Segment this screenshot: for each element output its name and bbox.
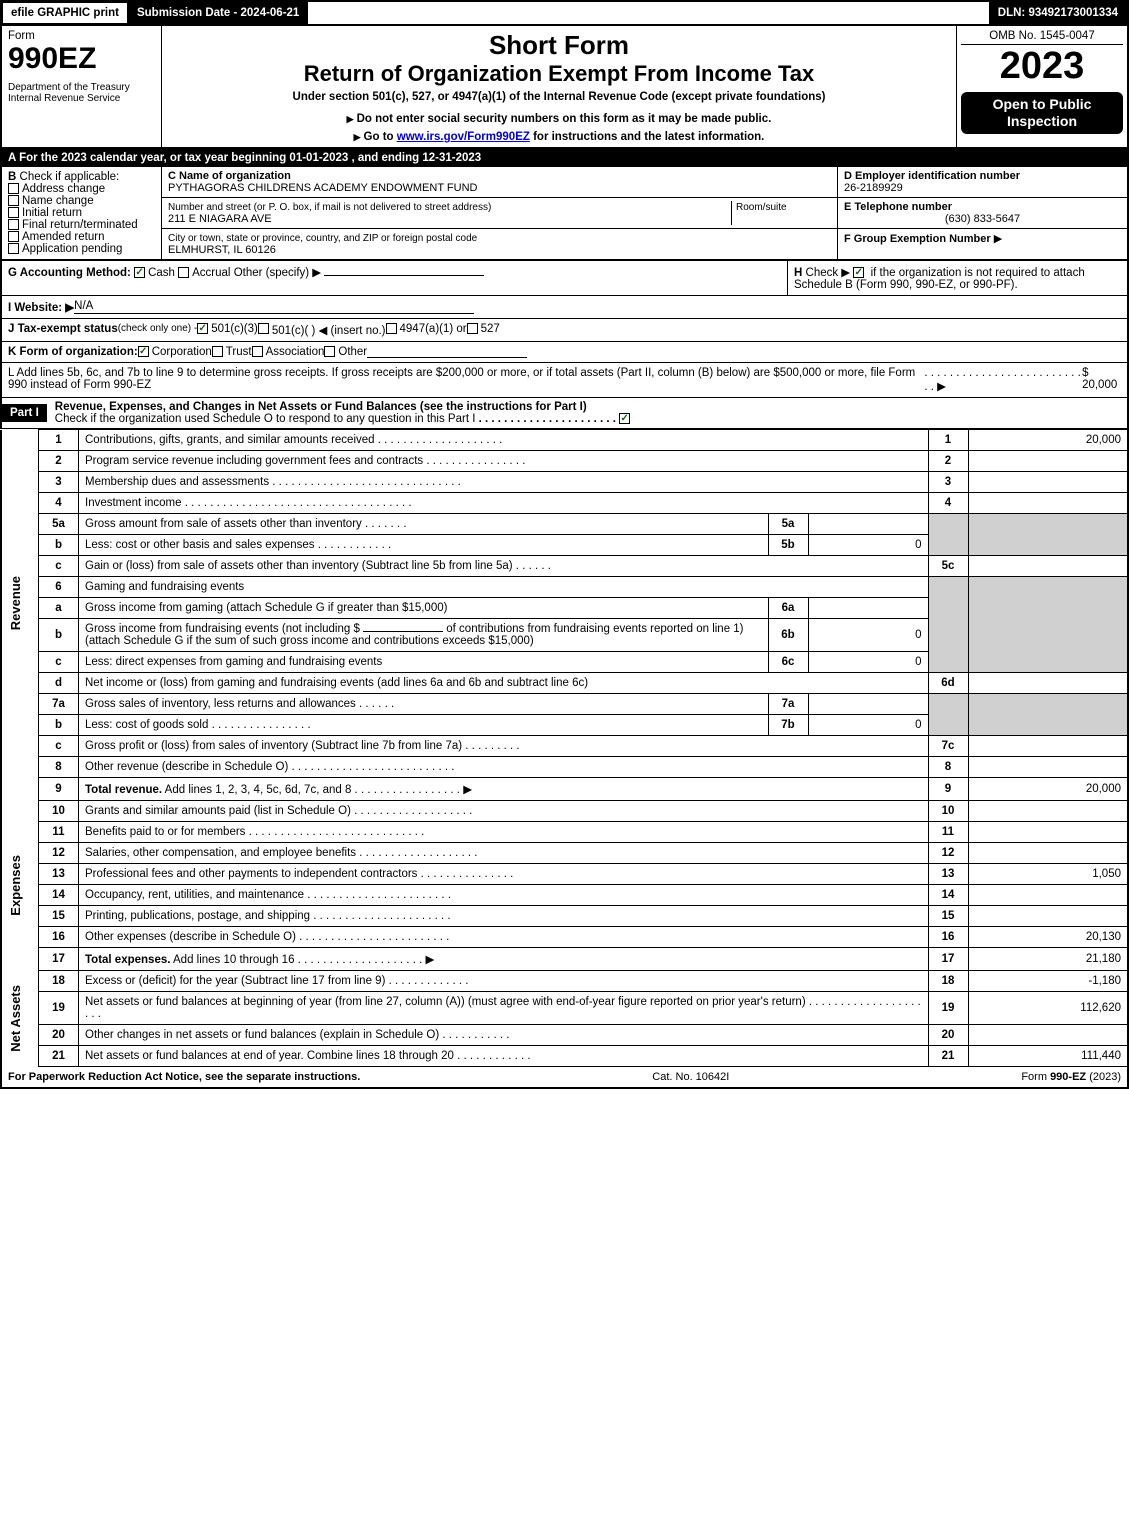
amt-1: 20,000 xyxy=(968,430,1128,451)
line-18: Net Assets 18Excess or (deficit) for the… xyxy=(1,971,1128,992)
telephone: (630) 833-5647 xyxy=(844,213,1121,225)
checkbox-initial-return[interactable] xyxy=(8,207,19,218)
line-8: 8Other revenue (describe in Schedule O) … xyxy=(1,757,1128,778)
checkbox-501c3[interactable] xyxy=(197,323,208,334)
checkbox-amended-return[interactable] xyxy=(8,231,19,242)
line-5a: 5aGross amount from sale of assets other… xyxy=(1,514,1128,535)
inspection-badge: Open to Public Inspection xyxy=(961,92,1123,134)
line-19: 19Net assets or fund balances at beginni… xyxy=(1,992,1128,1025)
top-bar: efile GRAPHIC print Submission Date - 20… xyxy=(0,0,1129,26)
checkbox-527[interactable] xyxy=(467,323,478,334)
street-address: 211 E NIAGARA AVE xyxy=(168,213,272,225)
submission-date-button[interactable]: Submission Date - 2024-06-21 xyxy=(128,2,308,24)
checkbox-application-pending[interactable] xyxy=(8,243,19,254)
footer-left: For Paperwork Reduction Act Notice, see … xyxy=(8,1071,360,1083)
checkbox-corporation[interactable] xyxy=(138,346,149,357)
line-5c: cGain or (loss) from sale of assets othe… xyxy=(1,556,1128,577)
checkbox-name-change[interactable] xyxy=(8,195,19,206)
checkbox-501c[interactable] xyxy=(258,323,269,334)
line-2: 2Program service revenue including gover… xyxy=(1,451,1128,472)
row-j: J Tax-exempt status (check only one) - 5… xyxy=(0,319,1129,342)
footer-right: Form 990-EZ (2023) xyxy=(1021,1071,1121,1083)
amt-18: -1,180 xyxy=(968,971,1128,992)
header-note2: Go to www.irs.gov/Form990EZ for instruct… xyxy=(168,131,950,143)
irs-link[interactable]: www.irs.gov/Form990EZ xyxy=(397,131,530,143)
line-17: 17Total expenses. Add lines 10 through 1… xyxy=(1,948,1128,971)
row-l: L Add lines 5b, 6c, and 7b to line 9 to … xyxy=(0,363,1129,398)
line-11: 11Benefits paid to or for members . . . … xyxy=(1,822,1128,843)
website-value: N/A xyxy=(74,300,474,314)
checkbox-4947[interactable] xyxy=(386,323,397,334)
line-15: 15Printing, publications, postage, and s… xyxy=(1,906,1128,927)
city-state-zip: ELMHURST, IL 60126 xyxy=(168,244,276,256)
amt-21: 111,440 xyxy=(968,1046,1128,1067)
org-name: PYTHAGORAS CHILDRENS ACADEMY ENDOWMENT F… xyxy=(168,182,477,194)
netassets-side-label: Net Assets xyxy=(8,985,32,1052)
section-a: A For the 2023 calendar year, or tax yea… xyxy=(0,149,1129,167)
line-1: Revenue 1Contributions, gifts, grants, a… xyxy=(1,430,1128,451)
department-label: Department of the Treasury Internal Reve… xyxy=(8,82,155,104)
form-label: Form xyxy=(8,30,155,42)
line-16: 16Other expenses (describe in Schedule O… xyxy=(1,927,1128,948)
footer-center: Cat. No. 10642I xyxy=(652,1071,729,1083)
line-7c: cGross profit or (loss) from sales of in… xyxy=(1,736,1128,757)
form-number: 990EZ xyxy=(8,42,155,76)
checkbox-association[interactable] xyxy=(252,346,263,357)
checkbox-other-org[interactable] xyxy=(324,346,335,357)
amt-17: 21,180 xyxy=(968,948,1128,971)
return-title: Return of Organization Exempt From Incom… xyxy=(168,61,950,87)
dln-label: DLN: 93492173001334 xyxy=(989,2,1127,24)
checkbox-part1-sched-o[interactable] xyxy=(619,413,630,424)
part1-badge: Part I xyxy=(2,404,47,422)
line-6d: dNet income or (loss) from gaming and fu… xyxy=(1,673,1128,694)
ein: 26-2189929 xyxy=(844,182,903,194)
part1-table: Revenue 1Contributions, gifts, grants, a… xyxy=(0,429,1129,1067)
line-13: 13Professional fees and other payments t… xyxy=(1,864,1128,885)
checkbox-cash[interactable] xyxy=(134,267,145,278)
checkbox-accrual[interactable] xyxy=(178,267,189,278)
short-form-title: Short Form xyxy=(168,30,950,61)
gross-receipts: $ 20,000 xyxy=(1082,367,1121,393)
amt-16: 20,130 xyxy=(968,927,1128,948)
line-7a: 7aGross sales of inventory, less returns… xyxy=(1,694,1128,715)
row-k: K Form of organization: Corporation Trus… xyxy=(0,342,1129,363)
row-i: I Website: ▶N/A xyxy=(0,296,1129,319)
omb-number: OMB No. 1545-0047 xyxy=(961,28,1123,45)
info-grid: B Check if applicable: Address change Na… xyxy=(0,167,1129,261)
page-footer: For Paperwork Reduction Act Notice, see … xyxy=(0,1067,1129,1089)
expenses-side-label: Expenses xyxy=(8,855,32,916)
checkbox-address-change[interactable] xyxy=(8,183,19,194)
tax-year: 2023 xyxy=(961,45,1123,88)
checkbox-final-return[interactable] xyxy=(8,219,19,230)
line-12: 12Salaries, other compensation, and empl… xyxy=(1,843,1128,864)
header-subtitle: Under section 501(c), 527, or 4947(a)(1)… xyxy=(168,91,950,103)
line-4: 4Investment income . . . . . . . . . . .… xyxy=(1,493,1128,514)
checkbox-sched-b[interactable] xyxy=(853,267,864,278)
line-21: 21Net assets or fund balances at end of … xyxy=(1,1046,1128,1067)
line-20: 20Other changes in net assets or fund ba… xyxy=(1,1025,1128,1046)
line-14: 14Occupancy, rent, utilities, and mainte… xyxy=(1,885,1128,906)
efile-button[interactable]: efile GRAPHIC print xyxy=(2,2,128,24)
line-6: 6Gaming and fundraising events xyxy=(1,577,1128,598)
revenue-side-label: Revenue xyxy=(8,576,32,630)
form-header: Form 990EZ Department of the Treasury In… xyxy=(0,26,1129,149)
line-9: 9Total revenue. Add lines 1, 2, 3, 4, 5c… xyxy=(1,778,1128,801)
row-g-h: G Accounting Method: Cash Accrual Other … xyxy=(0,261,1129,296)
header-note1: Do not enter social security numbers on … xyxy=(168,113,950,125)
amt-19: 112,620 xyxy=(968,992,1128,1025)
checkbox-trust[interactable] xyxy=(212,346,223,357)
amt-9: 20,000 xyxy=(968,778,1128,801)
part1-header-row: Part I Revenue, Expenses, and Changes in… xyxy=(0,398,1129,429)
line-3: 3Membership dues and assessments . . . .… xyxy=(1,472,1128,493)
line-10: Expenses 10Grants and similar amounts pa… xyxy=(1,801,1128,822)
amt-13: 1,050 xyxy=(968,864,1128,885)
